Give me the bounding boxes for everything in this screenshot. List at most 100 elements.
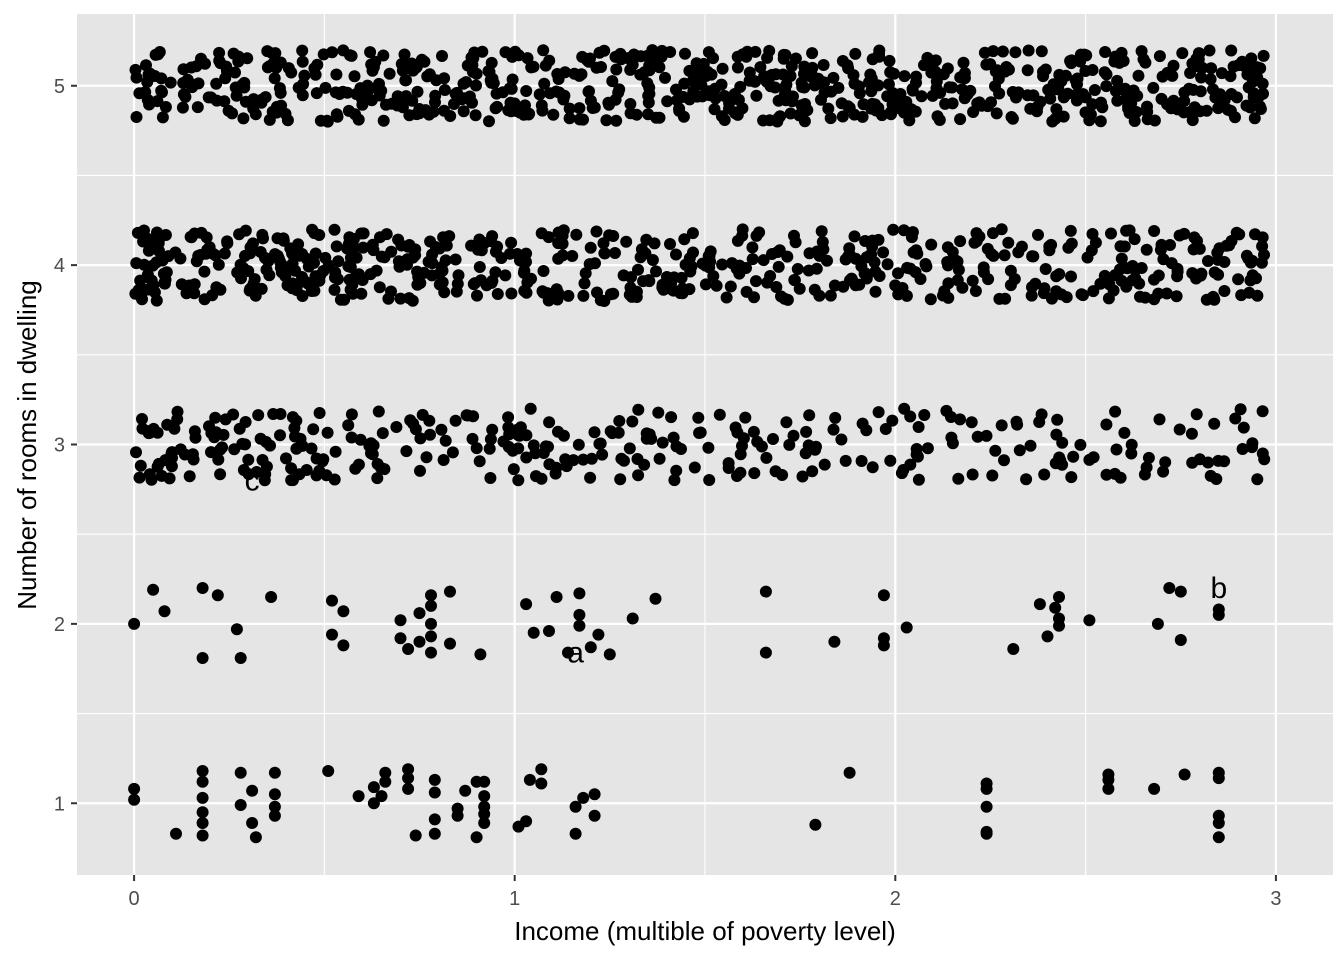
data-point xyxy=(1056,458,1069,471)
data-point xyxy=(311,58,324,71)
data-point xyxy=(379,775,392,788)
data-point xyxy=(751,435,764,448)
data-point xyxy=(402,782,415,795)
data-point xyxy=(648,237,661,250)
data-point xyxy=(1065,237,1078,250)
data-point xyxy=(699,278,712,291)
data-point xyxy=(757,254,770,267)
data-point xyxy=(242,453,255,466)
y-tick-label: 5 xyxy=(54,76,65,98)
data-point xyxy=(1258,248,1270,261)
data-point xyxy=(321,426,334,439)
data-point xyxy=(268,72,281,85)
data-point xyxy=(308,227,321,240)
data-point xyxy=(1141,100,1153,113)
data-point xyxy=(429,96,441,109)
data-point xyxy=(562,646,574,659)
data-point xyxy=(133,87,146,100)
data-point xyxy=(451,809,464,822)
data-point xyxy=(1024,102,1037,115)
data-point xyxy=(410,60,423,73)
data-point xyxy=(269,248,281,261)
data-point xyxy=(869,285,882,298)
data-point xyxy=(502,421,515,434)
data-point xyxy=(1071,72,1084,85)
data-point xyxy=(1061,87,1074,100)
data-point xyxy=(990,107,1003,120)
data-point xyxy=(520,286,533,299)
data-point xyxy=(607,287,620,300)
data-point xyxy=(1137,53,1150,66)
data-point xyxy=(310,452,323,465)
data-point xyxy=(769,68,782,81)
data-point xyxy=(151,226,163,239)
data-point xyxy=(1205,62,1218,75)
data-point xyxy=(946,97,959,110)
data-point xyxy=(707,52,719,65)
data-point xyxy=(1065,270,1077,283)
data-point xyxy=(1012,246,1025,259)
data-point xyxy=(816,236,829,248)
data-point xyxy=(784,107,797,120)
data-point xyxy=(952,472,965,485)
data-point xyxy=(1032,228,1044,241)
data-point xyxy=(849,47,862,60)
data-point xyxy=(321,114,334,127)
data-point xyxy=(1094,115,1107,128)
data-point xyxy=(806,47,819,60)
data-point xyxy=(872,406,885,419)
data-point xyxy=(338,293,351,306)
data-point xyxy=(788,274,801,287)
data-point xyxy=(523,773,536,786)
data-point xyxy=(933,114,946,126)
data-point xyxy=(319,81,332,94)
data-point xyxy=(643,275,656,288)
data-point xyxy=(332,255,345,268)
data-point xyxy=(269,47,282,60)
data-point xyxy=(527,626,540,639)
data-point xyxy=(1064,224,1077,237)
data-point xyxy=(285,462,298,475)
annotation-label: c xyxy=(245,464,260,497)
data-point xyxy=(588,809,601,822)
data-point xyxy=(623,442,636,455)
data-point xyxy=(1202,456,1215,469)
data-point xyxy=(590,61,603,74)
data-point xyxy=(483,65,496,78)
data-point xyxy=(196,791,209,804)
data-point xyxy=(1010,415,1023,428)
data-point xyxy=(436,264,449,277)
data-point xyxy=(552,237,565,250)
data-point xyxy=(212,453,225,466)
data-point xyxy=(873,47,885,60)
data-point xyxy=(349,462,362,475)
data-point xyxy=(449,87,462,100)
data-point xyxy=(206,289,219,302)
data-point xyxy=(747,425,760,438)
data-point xyxy=(145,473,158,486)
data-point xyxy=(760,75,773,88)
data-point xyxy=(246,784,259,797)
data-point xyxy=(424,428,436,441)
data-point xyxy=(407,417,420,430)
data-point xyxy=(661,95,674,108)
data-point xyxy=(1148,225,1161,237)
data-point xyxy=(246,817,259,829)
data-point xyxy=(1164,239,1176,251)
data-point xyxy=(821,254,833,267)
data-point xyxy=(577,113,589,126)
data-point xyxy=(572,438,585,451)
data-point xyxy=(525,272,537,285)
data-point xyxy=(507,463,520,476)
data-point xyxy=(1246,75,1259,88)
data-point xyxy=(354,433,367,446)
data-point xyxy=(537,265,550,277)
data-point xyxy=(764,270,777,282)
data-point xyxy=(429,241,442,254)
data-point xyxy=(130,111,143,123)
data-point xyxy=(892,288,905,301)
data-point xyxy=(211,589,224,602)
data-point xyxy=(582,85,595,98)
data-point xyxy=(409,249,422,262)
data-point xyxy=(812,72,825,85)
